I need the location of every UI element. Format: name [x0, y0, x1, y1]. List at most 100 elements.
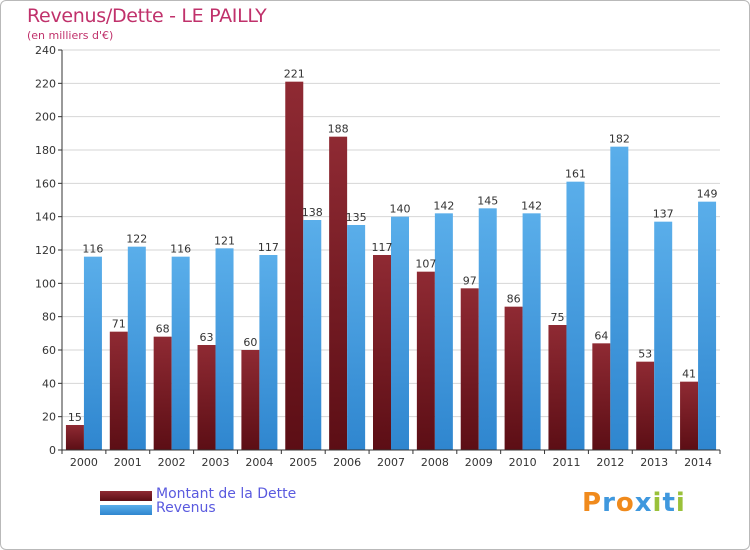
data-label-debt: 97	[463, 274, 477, 287]
chart-subtitle: (en milliers d'€)	[27, 29, 114, 42]
bars	[65, 81, 717, 451]
data-label-debt: 117	[372, 241, 393, 254]
data-label-debt: 221	[284, 68, 305, 81]
x-tick-label: 2009	[465, 456, 493, 469]
data-label-revenus: 182	[609, 133, 630, 146]
x-tick-label: 2013	[640, 456, 668, 469]
bar-debt	[241, 350, 260, 450]
bar-revenus	[347, 225, 366, 450]
data-label-revenus: 117	[258, 241, 279, 254]
x-tick-label: 2001	[114, 456, 142, 469]
y-tick-label: 60	[42, 344, 56, 357]
y-tick-label: 40	[42, 377, 56, 390]
data-labels: 15 116 71 122 68 116 63 121 60 117 221 138 188 135 117…	[68, 68, 718, 424]
data-label-debt: 71	[112, 318, 126, 331]
legend-swatch-debt	[100, 491, 152, 501]
data-label-debt: 41	[682, 368, 696, 381]
data-label-debt: 188	[328, 123, 349, 136]
y-tick-label: 160	[35, 177, 56, 190]
data-label-debt: 15	[68, 411, 82, 424]
bar-debt	[548, 325, 567, 450]
logo-letter: P	[582, 488, 603, 518]
data-label-revenus: 121	[214, 234, 235, 247]
data-label-revenus: 137	[653, 208, 674, 221]
bar-revenus	[215, 248, 234, 450]
bar-revenus	[566, 181, 585, 450]
x-tick-label: 2006	[333, 456, 361, 469]
y-tick-label: 180	[35, 144, 56, 157]
bar-revenus	[127, 246, 146, 450]
data-label-revenus: 116	[82, 243, 103, 256]
legend-label-revenus: Revenus	[156, 500, 216, 516]
bar-revenus	[171, 256, 190, 450]
data-label-debt: 64	[594, 329, 608, 342]
data-label-revenus: 142	[433, 199, 454, 212]
x-tick-label: 2010	[509, 456, 537, 469]
bar-debt	[285, 81, 304, 451]
data-label-debt: 107	[415, 258, 436, 271]
x-tick-label: 2002	[158, 456, 186, 469]
y-tick-label: 140	[35, 211, 56, 224]
data-label-debt: 75	[550, 311, 564, 324]
bar-revenus	[303, 220, 322, 450]
bar-debt	[65, 425, 84, 450]
legend-swatch-revenus	[100, 505, 152, 515]
bar-revenus	[391, 216, 409, 450]
y-tick-label: 20	[42, 411, 56, 424]
data-label-revenus: 142	[521, 199, 542, 212]
x-tick-label: 2007	[377, 456, 405, 469]
y-tick-label: 240	[35, 44, 56, 57]
data-label-revenus: 145	[477, 194, 498, 207]
bar-revenus	[698, 201, 717, 450]
y-tick-label: 100	[35, 277, 56, 290]
x-tick-label: 2004	[245, 456, 273, 469]
logo-letter: r	[602, 488, 616, 518]
bar-revenus	[83, 256, 102, 450]
x-tick-label: 2000	[70, 456, 98, 469]
bar-debt	[636, 361, 655, 450]
data-label-revenus: 161	[565, 168, 586, 181]
bar-revenus	[522, 213, 541, 450]
bar-debt	[504, 306, 523, 450]
logo-letter: o	[615, 488, 635, 518]
data-label-debt: 68	[156, 323, 170, 336]
legend-label-debt: Montant de la Dette	[156, 486, 297, 502]
axes	[61, 50, 720, 451]
bar-debt	[373, 255, 391, 450]
bar-debt	[680, 381, 699, 450]
bar-revenus	[478, 208, 497, 450]
bar-debt	[153, 336, 172, 450]
data-label-revenus: 140	[390, 203, 411, 216]
bar-revenus	[259, 255, 278, 450]
logo-letter: i	[652, 488, 663, 518]
y-tick-label: 220	[35, 77, 56, 90]
bar-revenus	[434, 213, 453, 450]
y-tick-label: 0	[49, 444, 56, 457]
data-label-revenus: 135	[346, 211, 367, 224]
logo-letter: x	[634, 488, 653, 518]
data-label-revenus: 122	[126, 233, 147, 246]
y-tick-label: 80	[42, 311, 56, 324]
data-label-revenus: 138	[302, 206, 323, 219]
data-label-debt: 86	[507, 293, 521, 306]
data-label-debt: 53	[638, 348, 652, 361]
chart-title: Revenus/Dette - LE PAILLY	[27, 5, 267, 27]
x-axis-ticks: 2000 2001 2002 2003 2004 2005 2006 2007 2008 2009…	[61, 450, 721, 469]
logo-letter: i	[675, 488, 686, 518]
data-label-revenus: 116	[170, 243, 191, 256]
x-tick-label: 2014	[684, 456, 712, 469]
bar-debt	[109, 331, 128, 450]
bar-debt	[197, 345, 216, 450]
y-tick-label: 120	[35, 244, 56, 257]
data-label-debt: 60	[243, 336, 257, 349]
x-tick-label: 2011	[552, 456, 580, 469]
x-tick-label: 2003	[202, 456, 230, 469]
data-label-debt: 63	[200, 331, 214, 344]
bar-revenus	[610, 146, 629, 450]
data-label-revenus: 149	[697, 188, 718, 201]
proxiti-logo: Proxiti	[582, 488, 686, 518]
y-axis-ticks: 0 20 40 60 80 100 120 140 160 180 200 220 240	[35, 44, 62, 457]
logo-letter: t	[662, 488, 676, 518]
bar-debt	[592, 343, 611, 450]
